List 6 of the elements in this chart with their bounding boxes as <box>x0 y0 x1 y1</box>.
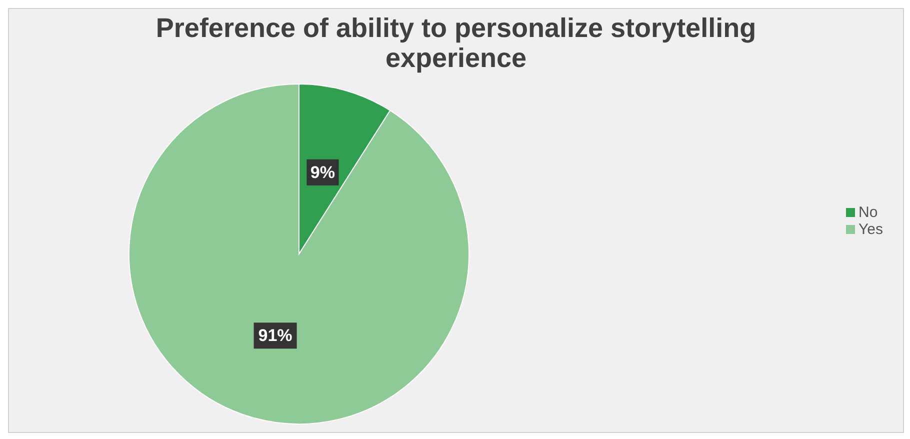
data-label: 9% <box>310 162 336 182</box>
chart-title: Preference of ability to personalize storytelling experience <box>154 13 758 73</box>
legend-label: Yes <box>858 220 883 238</box>
legend-label: No <box>858 204 878 220</box>
pie-slice <box>128 84 470 424</box>
data-label: 91% <box>258 326 292 346</box>
